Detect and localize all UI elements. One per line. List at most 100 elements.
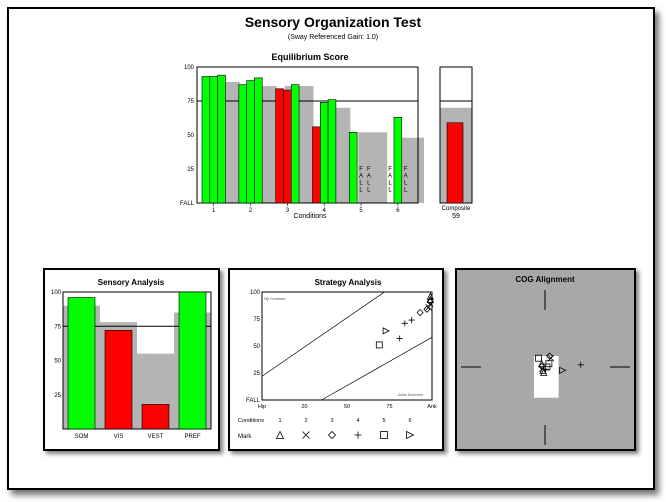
y-tick-label: 75 bbox=[54, 324, 61, 330]
composite-value: 59 bbox=[452, 213, 460, 220]
mark-legend-label: Mark bbox=[238, 434, 252, 440]
cog-alignment-chart: COG Alignment bbox=[461, 275, 630, 445]
condition-tick-label: 6 bbox=[396, 208, 400, 214]
trial-bar bbox=[238, 84, 247, 204]
trial-bar bbox=[312, 126, 321, 204]
strategy-point bbox=[401, 320, 408, 327]
fall-label: FALL bbox=[246, 398, 261, 404]
equilibrium-chart-title: Equilibrium Score bbox=[271, 52, 348, 62]
cog-point bbox=[535, 354, 542, 362]
strategy-point bbox=[382, 327, 390, 335]
legend-mark-symbol bbox=[406, 430, 415, 440]
y-tick-label: 75 bbox=[187, 99, 194, 105]
legend-condition-number: 1 bbox=[278, 418, 281, 424]
cog-point bbox=[538, 359, 546, 368]
y-tick-label: 25 bbox=[187, 167, 194, 173]
sensory-analysis-title: Sensory Analysis bbox=[98, 278, 165, 287]
equilibrium-plot-area bbox=[196, 66, 419, 204]
composite-bar bbox=[446, 122, 464, 204]
legend-condition-number: 3 bbox=[330, 418, 333, 424]
fall-marker-letter: L bbox=[367, 187, 371, 193]
ankle-dominant-label: Ankle Dominant bbox=[398, 393, 423, 397]
strategy-point bbox=[396, 335, 403, 342]
legend-mark-symbol bbox=[302, 431, 310, 439]
equilibrium-x-axis-label: Conditions bbox=[293, 213, 327, 220]
trial-bar bbox=[283, 89, 292, 204]
y-tick-label: 100 bbox=[51, 290, 62, 296]
upper-boundary-line bbox=[261, 291, 385, 377]
strategy-analysis-chart: Strategy Analysis Hip Dominant Ankle Dom… bbox=[238, 278, 437, 440]
report-title: Sensory Organization Test bbox=[244, 14, 422, 30]
fall-marker-letter: F bbox=[404, 166, 408, 172]
condition-tick-label: 1 bbox=[212, 208, 216, 214]
trial-bar bbox=[246, 80, 255, 204]
legend-condition-number: 5 bbox=[382, 418, 385, 424]
trial-bar bbox=[290, 84, 300, 204]
cog-alignment-panel: COG Alignment bbox=[455, 268, 636, 451]
cog-point bbox=[540, 368, 548, 376]
category-label: VIS bbox=[114, 434, 124, 440]
x-tick-label: Ank bbox=[427, 404, 437, 410]
strategy-point bbox=[408, 317, 415, 324]
strategy-point bbox=[416, 308, 424, 317]
trial-bar bbox=[254, 77, 263, 204]
cog-point bbox=[547, 354, 555, 362]
legend-condition-number: 4 bbox=[356, 418, 359, 424]
trial-bar bbox=[349, 131, 358, 204]
y-tick-label: 25 bbox=[54, 393, 61, 399]
trial-bar bbox=[275, 88, 284, 204]
condition-tick-label: 4 bbox=[323, 208, 327, 214]
fall-marker-letter: L bbox=[367, 180, 371, 186]
cog-point bbox=[577, 361, 584, 368]
sensory-bar bbox=[178, 291, 207, 430]
fall-marker-letter: A bbox=[404, 173, 408, 179]
legend-mark-symbol bbox=[354, 431, 362, 439]
y-tick-label: 75 bbox=[253, 317, 260, 323]
fall-marker-letter: A bbox=[388, 173, 392, 179]
strategy-analysis-title: Strategy Analysis bbox=[315, 278, 382, 287]
strategy-point bbox=[426, 292, 434, 300]
composite-label: Composite bbox=[442, 206, 471, 212]
fall-marker-letter: L bbox=[404, 187, 408, 193]
trial-bar bbox=[217, 74, 226, 204]
condition-tick-label: 5 bbox=[359, 208, 363, 214]
condition-tick-label: 3 bbox=[286, 208, 290, 214]
fall-marker-letter: F bbox=[359, 166, 363, 172]
strategy-point bbox=[427, 300, 434, 308]
y-tick-label: 50 bbox=[253, 344, 260, 350]
fall-marker-letter: A bbox=[359, 173, 363, 179]
y-tick-label: 50 bbox=[187, 133, 194, 139]
fall-marker-letter: L bbox=[388, 180, 392, 186]
sensory-analysis-panel: Sensory Analysis 100 75 50 25 SOM VIS VEST PREF bbox=[43, 268, 220, 451]
legend-mark-symbol bbox=[275, 430, 285, 439]
fall-marker-letter: L bbox=[388, 187, 392, 193]
fall-marker-letter: L bbox=[359, 180, 363, 186]
x-tick-label: 50 bbox=[344, 404, 350, 410]
hip-dominant-label: Hip Dominant bbox=[264, 297, 285, 301]
sensory-plot-area bbox=[62, 291, 212, 430]
x-tick-label: 20 bbox=[301, 404, 307, 410]
equilibrium-score-chart: Equilibrium Score Conditions Composite 5… bbox=[180, 52, 473, 220]
legend-mark-symbol bbox=[327, 430, 337, 440]
trial-bar bbox=[327, 99, 337, 204]
trial-bar bbox=[320, 102, 329, 204]
fall-label: FALL bbox=[180, 201, 195, 207]
norm-band bbox=[358, 132, 388, 203]
condition-tick-label: 2 bbox=[249, 208, 253, 214]
sensory-analysis-chart: Sensory Analysis 100 75 50 25 SOM VIS VEST PREF bbox=[51, 278, 212, 440]
category-label: PREF bbox=[184, 434, 200, 440]
lower-boundary-line bbox=[321, 337, 433, 401]
cog-alignment-title: COG Alignment bbox=[515, 275, 575, 284]
x-tick-label: 75 bbox=[386, 404, 392, 410]
strategy-point bbox=[425, 303, 432, 311]
sensory-bar bbox=[104, 330, 133, 430]
legend-mark-symbol bbox=[380, 431, 388, 439]
category-label: SOM bbox=[75, 434, 89, 440]
report-subtitle: (Sway Referenced Gain: 1.0) bbox=[287, 34, 379, 41]
cog-white-zone bbox=[533, 356, 559, 398]
strategy-plot-area bbox=[261, 291, 433, 401]
trial-bar bbox=[201, 76, 211, 204]
